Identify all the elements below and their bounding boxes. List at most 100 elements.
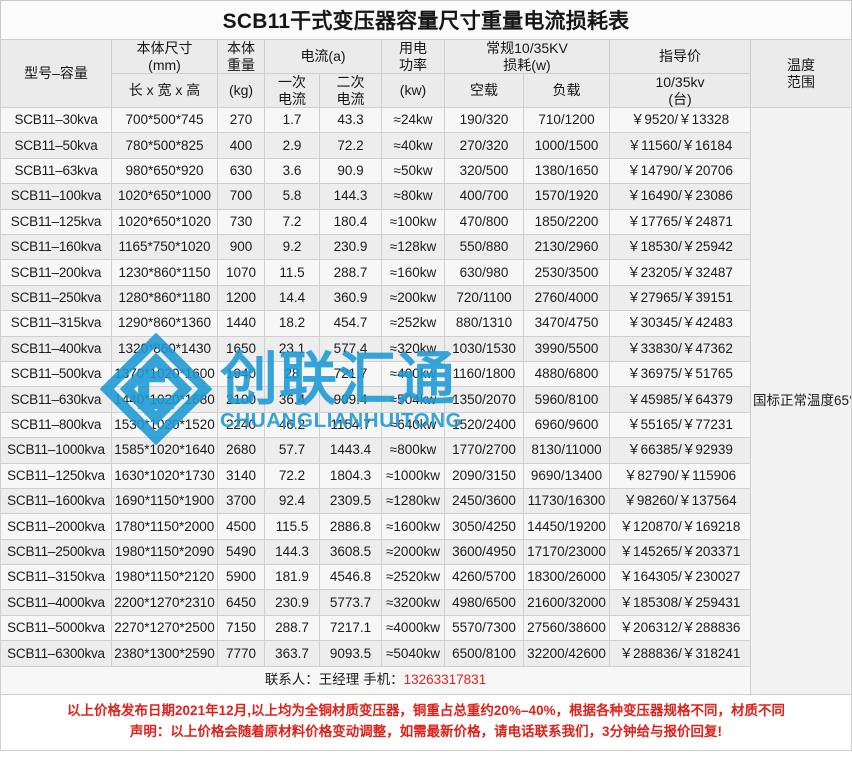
cell-weight: 1440 (217, 310, 265, 337)
cell-size: 2380*1300*2590 (111, 640, 218, 667)
cell-noload-loss: 880/1310 (444, 310, 524, 337)
cell-power: ≈800kw (381, 437, 445, 464)
cell-noload-loss: 1030/1530 (444, 335, 524, 362)
cell-weight: 4500 (217, 513, 265, 540)
th-loss-noload: 空载 (444, 73, 524, 109)
cell-noload-loss: 400/700 (444, 183, 524, 210)
table-row: SCB11–100kva 1020*650*1000 700 5.8 144.3 ≈80k… (0, 183, 852, 210)
cell-model: SCB11–30kva (0, 107, 112, 134)
cell-size: 1320*860*1430 (111, 335, 218, 362)
cell-primary-current: 23.1 (264, 335, 320, 362)
table-body: SCB11–30kva 700*500*745 270 1.7 43.3 ≈24kw 190… (0, 107, 852, 695)
cell-weight: 900 (217, 234, 265, 261)
cell-secondary-current: 1443.4 (319, 437, 382, 464)
cell-secondary-current: 4546.8 (319, 564, 382, 591)
cell-size: 1370*1020*1600 (111, 360, 218, 388)
cell-load-loss: 2760/4000 (523, 284, 610, 312)
cell-weight: 5900 (217, 564, 265, 591)
cell-primary-current: 28 (264, 360, 320, 388)
contact-phone[interactable]: 13263317831 (403, 672, 487, 688)
th-size-sub: 长 x 宽 x 高 (111, 73, 218, 109)
cell-weight: 630 (217, 157, 265, 185)
th-power-line2: 功率 (399, 56, 427, 73)
footer-line-2: 声明：以上价格会随着原材料价格变动调整，如需最新价格，请电话联系我们，3分钟给与… (129, 724, 723, 740)
cell-noload-loss: 4260/5700 (444, 564, 524, 591)
cell-power: ≈1000kw (381, 462, 445, 489)
cell-secondary-current: 909.4 (319, 386, 382, 413)
cell-primary-current: 72.2 (264, 462, 320, 489)
cell-weight: 7150 (217, 614, 265, 642)
cell-noload-loss: 270/320 (444, 132, 524, 159)
footer-note: 以上价格发布日期2021年12月,以上均为全铜材质变压器，铜重占总重约20%–4… (0, 694, 852, 752)
cell-weight: 3700 (217, 487, 265, 515)
cell-size: 1980*1150*2120 (111, 564, 218, 591)
cell-model: SCB11–1600kva (0, 487, 112, 515)
cell-power: ≈80kw (381, 183, 445, 210)
cell-secondary-current: 144.3 (319, 183, 382, 210)
cell-secondary-current: 9093.5 (319, 640, 382, 667)
th-price-sub-line1: 10/35kv (655, 74, 705, 91)
cell-primary-current: 1.7 (264, 107, 320, 134)
cell-load-loss: 3990/5500 (523, 335, 610, 362)
cell-secondary-current: 72.2 (319, 132, 382, 159)
cell-model: SCB11–160kva (0, 234, 112, 261)
header-row-top: 型号–容量 本体尺寸 (mm) 本体 重量 电流(a) 用电 功率 常规10/3… (0, 38, 852, 109)
cell-load-loss: 5960/8100 (523, 386, 610, 413)
th-loss-line2: 损耗(w) (503, 56, 551, 73)
cell-price: ￥9520/￥13328 (609, 107, 751, 134)
cell-noload-loss: 720/1100 (444, 284, 524, 312)
cell-model: SCB11–400kva (0, 335, 112, 362)
cell-power: ≈640kw (381, 411, 445, 439)
cell-load-loss: 11730/16300 (523, 487, 610, 515)
cell-weight: 700 (217, 183, 265, 210)
cell-primary-current: 18.2 (264, 310, 320, 337)
cell-model: SCB11–3150kva (0, 564, 112, 591)
cell-size: 2270*1270*2500 (111, 614, 218, 642)
cell-size: 1020*650*1000 (111, 183, 218, 210)
cell-power: ≈100kw (381, 208, 445, 236)
cell-power: ≈40kw (381, 132, 445, 159)
cell-weight: 270 (217, 107, 265, 134)
cell-primary-current: 7.2 (264, 208, 320, 236)
footer-line-1: 以上价格发布日期2021年12月,以上均为全铜材质变压器，铜重占总重约20%–4… (67, 702, 785, 718)
cell-weight: 1070 (217, 259, 265, 286)
table-row: SCB11–125kva 1020*650*1020 730 7.2 180.4 ≈100… (0, 208, 852, 236)
cell-secondary-current: 2309.5 (319, 487, 382, 515)
cell-primary-current: 9.2 (264, 234, 320, 261)
table-row: SCB11–200kva 1230*860*1150 1070 11.5 288.7 ≈1… (0, 259, 852, 286)
cell-price: ￥45985/￥64379 (609, 386, 751, 413)
cell-secondary-current: 288.7 (319, 259, 382, 286)
cell-size: 1230*860*1150 (111, 259, 218, 286)
cell-primary-current: 46.2 (264, 411, 320, 439)
table-row: SCB11–400kva 1320*860*1430 1650 23.1 577.4 ≈3… (0, 335, 852, 362)
table-row: SCB11–50kva 780*500*825 400 2.9 72.2 ≈40kw 270… (0, 132, 852, 159)
cell-size: 2200*1270*2310 (111, 589, 218, 616)
cell-noload-loss: 1520/2400 (444, 411, 524, 439)
cell-price: ￥17765/￥24871 (609, 208, 751, 236)
cell-noload-loss: 470/800 (444, 208, 524, 236)
cell-model: SCB11–500kva (0, 360, 112, 388)
th-loss-group: 常规10/35KV 损耗(w) (444, 38, 610, 75)
cell-primary-current: 3.6 (264, 157, 320, 185)
th-price-sub-line2: (台) (668, 90, 692, 107)
cell-secondary-current: 360.9 (319, 284, 382, 312)
cell-noload-loss: 3600/4950 (444, 538, 524, 566)
cell-power: ≈504kw (381, 386, 445, 413)
cell-power: ≈320kw (381, 335, 445, 362)
cell-model: SCB11–100kva (0, 183, 112, 210)
cell-noload-loss: 5570/7300 (444, 614, 524, 642)
cell-size: 780*500*825 (111, 132, 218, 159)
cell-size: 1630*1020*1730 (111, 462, 218, 489)
cell-load-loss: 3470/4750 (523, 310, 610, 337)
cell-power: ≈1600kw (381, 513, 445, 540)
cell-model: SCB11–200kva (0, 259, 112, 286)
th-current-primary-line2: 电流 (278, 90, 306, 107)
cell-noload-loss: 190/320 (444, 107, 524, 134)
cell-load-loss: 14450/19200 (523, 513, 610, 540)
cell-secondary-current: 7217.1 (319, 614, 382, 642)
cell-model: SCB11–250kva (0, 284, 112, 312)
cell-power: ≈200kw (381, 284, 445, 312)
cell-model: SCB11–6300kva (0, 640, 112, 667)
cell-load-loss: 1380/1650 (523, 157, 610, 185)
cell-price: ￥120870/￥169218 (609, 513, 751, 540)
